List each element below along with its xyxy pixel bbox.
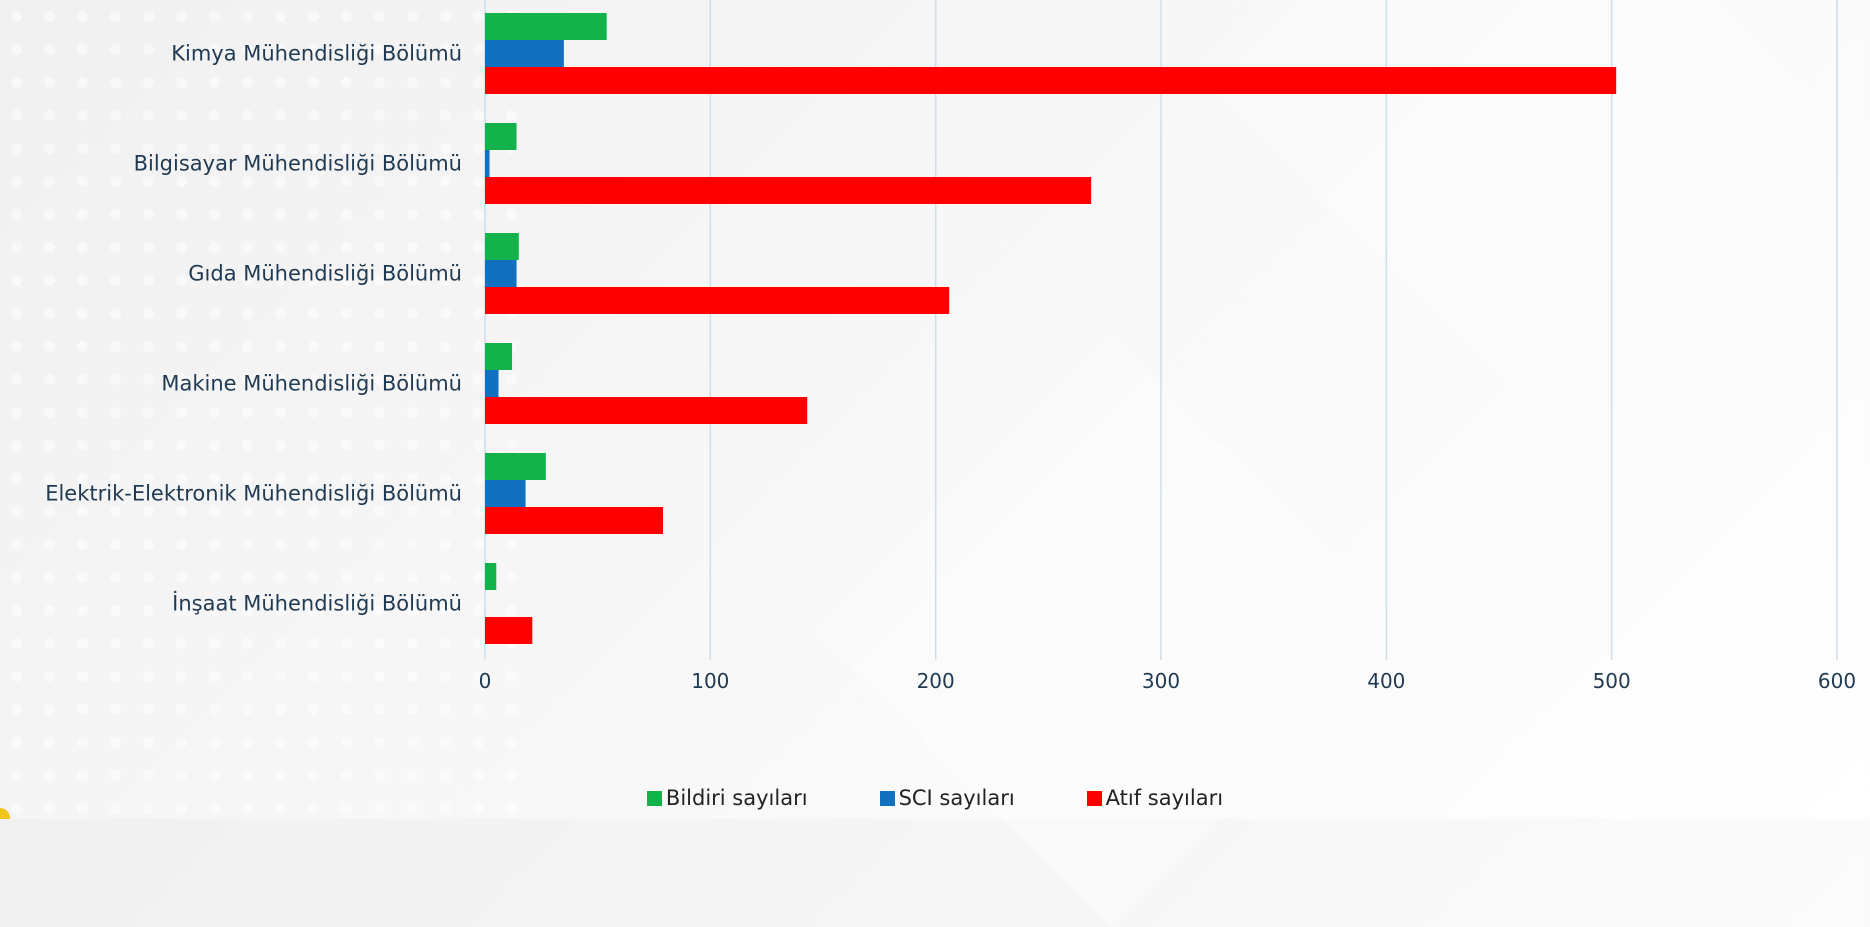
bar-bildiri (485, 123, 517, 150)
label-layer: 0 100 200 300 400 500 600 Kimya Mühendisliği Bö… (45, 42, 1856, 694)
bar-bildiri (485, 343, 513, 370)
x-tick-label: 100 (691, 669, 729, 693)
bar-sci (485, 480, 526, 507)
bar-sci (485, 150, 490, 177)
legend-label-atif: Atıf sayıları (1105, 786, 1224, 810)
bar-atif (485, 177, 1092, 204)
legend-label-bildiri: Bildiri sayıları (665, 786, 808, 810)
category-label: Gıda Mühendisliği Bölümü (188, 262, 462, 286)
corner-decoration (0, 808, 10, 819)
bar-bildiri (485, 233, 519, 260)
x-tick-label: 400 (1367, 669, 1405, 693)
x-tick-label: 300 (1142, 669, 1180, 693)
bar-layer (485, 13, 1617, 644)
bar-sci (485, 260, 517, 287)
bar-sci (485, 370, 499, 397)
background-dot-pattern (0, 0, 520, 819)
category-label: Elektrik-Elektronik Mühendisliği Bölümü (45, 482, 462, 506)
bar-sci (485, 40, 564, 67)
legend-label-sci: SCI sayıları (898, 786, 1015, 810)
x-tick-label: 500 (1593, 669, 1631, 693)
legend-item-sci: SCI sayıları (879, 786, 1015, 810)
category-label: İnşaat Mühendisliği Bölümü (172, 591, 462, 616)
legend-swatch-bildiri (646, 790, 662, 806)
legend-item-atif: Atıf sayıları (1086, 786, 1224, 810)
bar-atif (485, 507, 664, 534)
x-tick-label: 200 (917, 669, 955, 693)
category-label: Bilgisayar Mühendisliği Bölümü (134, 152, 462, 176)
bar-atif (485, 287, 950, 314)
bar-bildiri (485, 563, 497, 590)
legend-swatch-sci (879, 790, 895, 806)
grid-layer (484, 0, 1838, 660)
bar-bildiri (485, 453, 546, 480)
legend-swatch-atif (1086, 790, 1102, 806)
chart-legend: Bildiri sayıları SCI sayıları Atıf sayıl… (0, 786, 1870, 810)
bar-atif (485, 397, 808, 424)
category-label: Kimya Mühendisliği Bölümü (171, 42, 462, 66)
bar-atif (485, 617, 533, 644)
category-label: Makine Mühendisliği Bölümü (161, 372, 462, 396)
x-tick-label: 600 (1818, 669, 1856, 693)
x-tick-label: 0 (479, 669, 492, 693)
bar-bildiri (485, 13, 607, 40)
legend-item-bildiri: Bildiri sayıları (646, 786, 808, 810)
bar-atif (485, 67, 1617, 94)
bar-chart: 0 100 200 300 400 500 600 Kimya Mühendisliği Bö… (45, 0, 1856, 694)
